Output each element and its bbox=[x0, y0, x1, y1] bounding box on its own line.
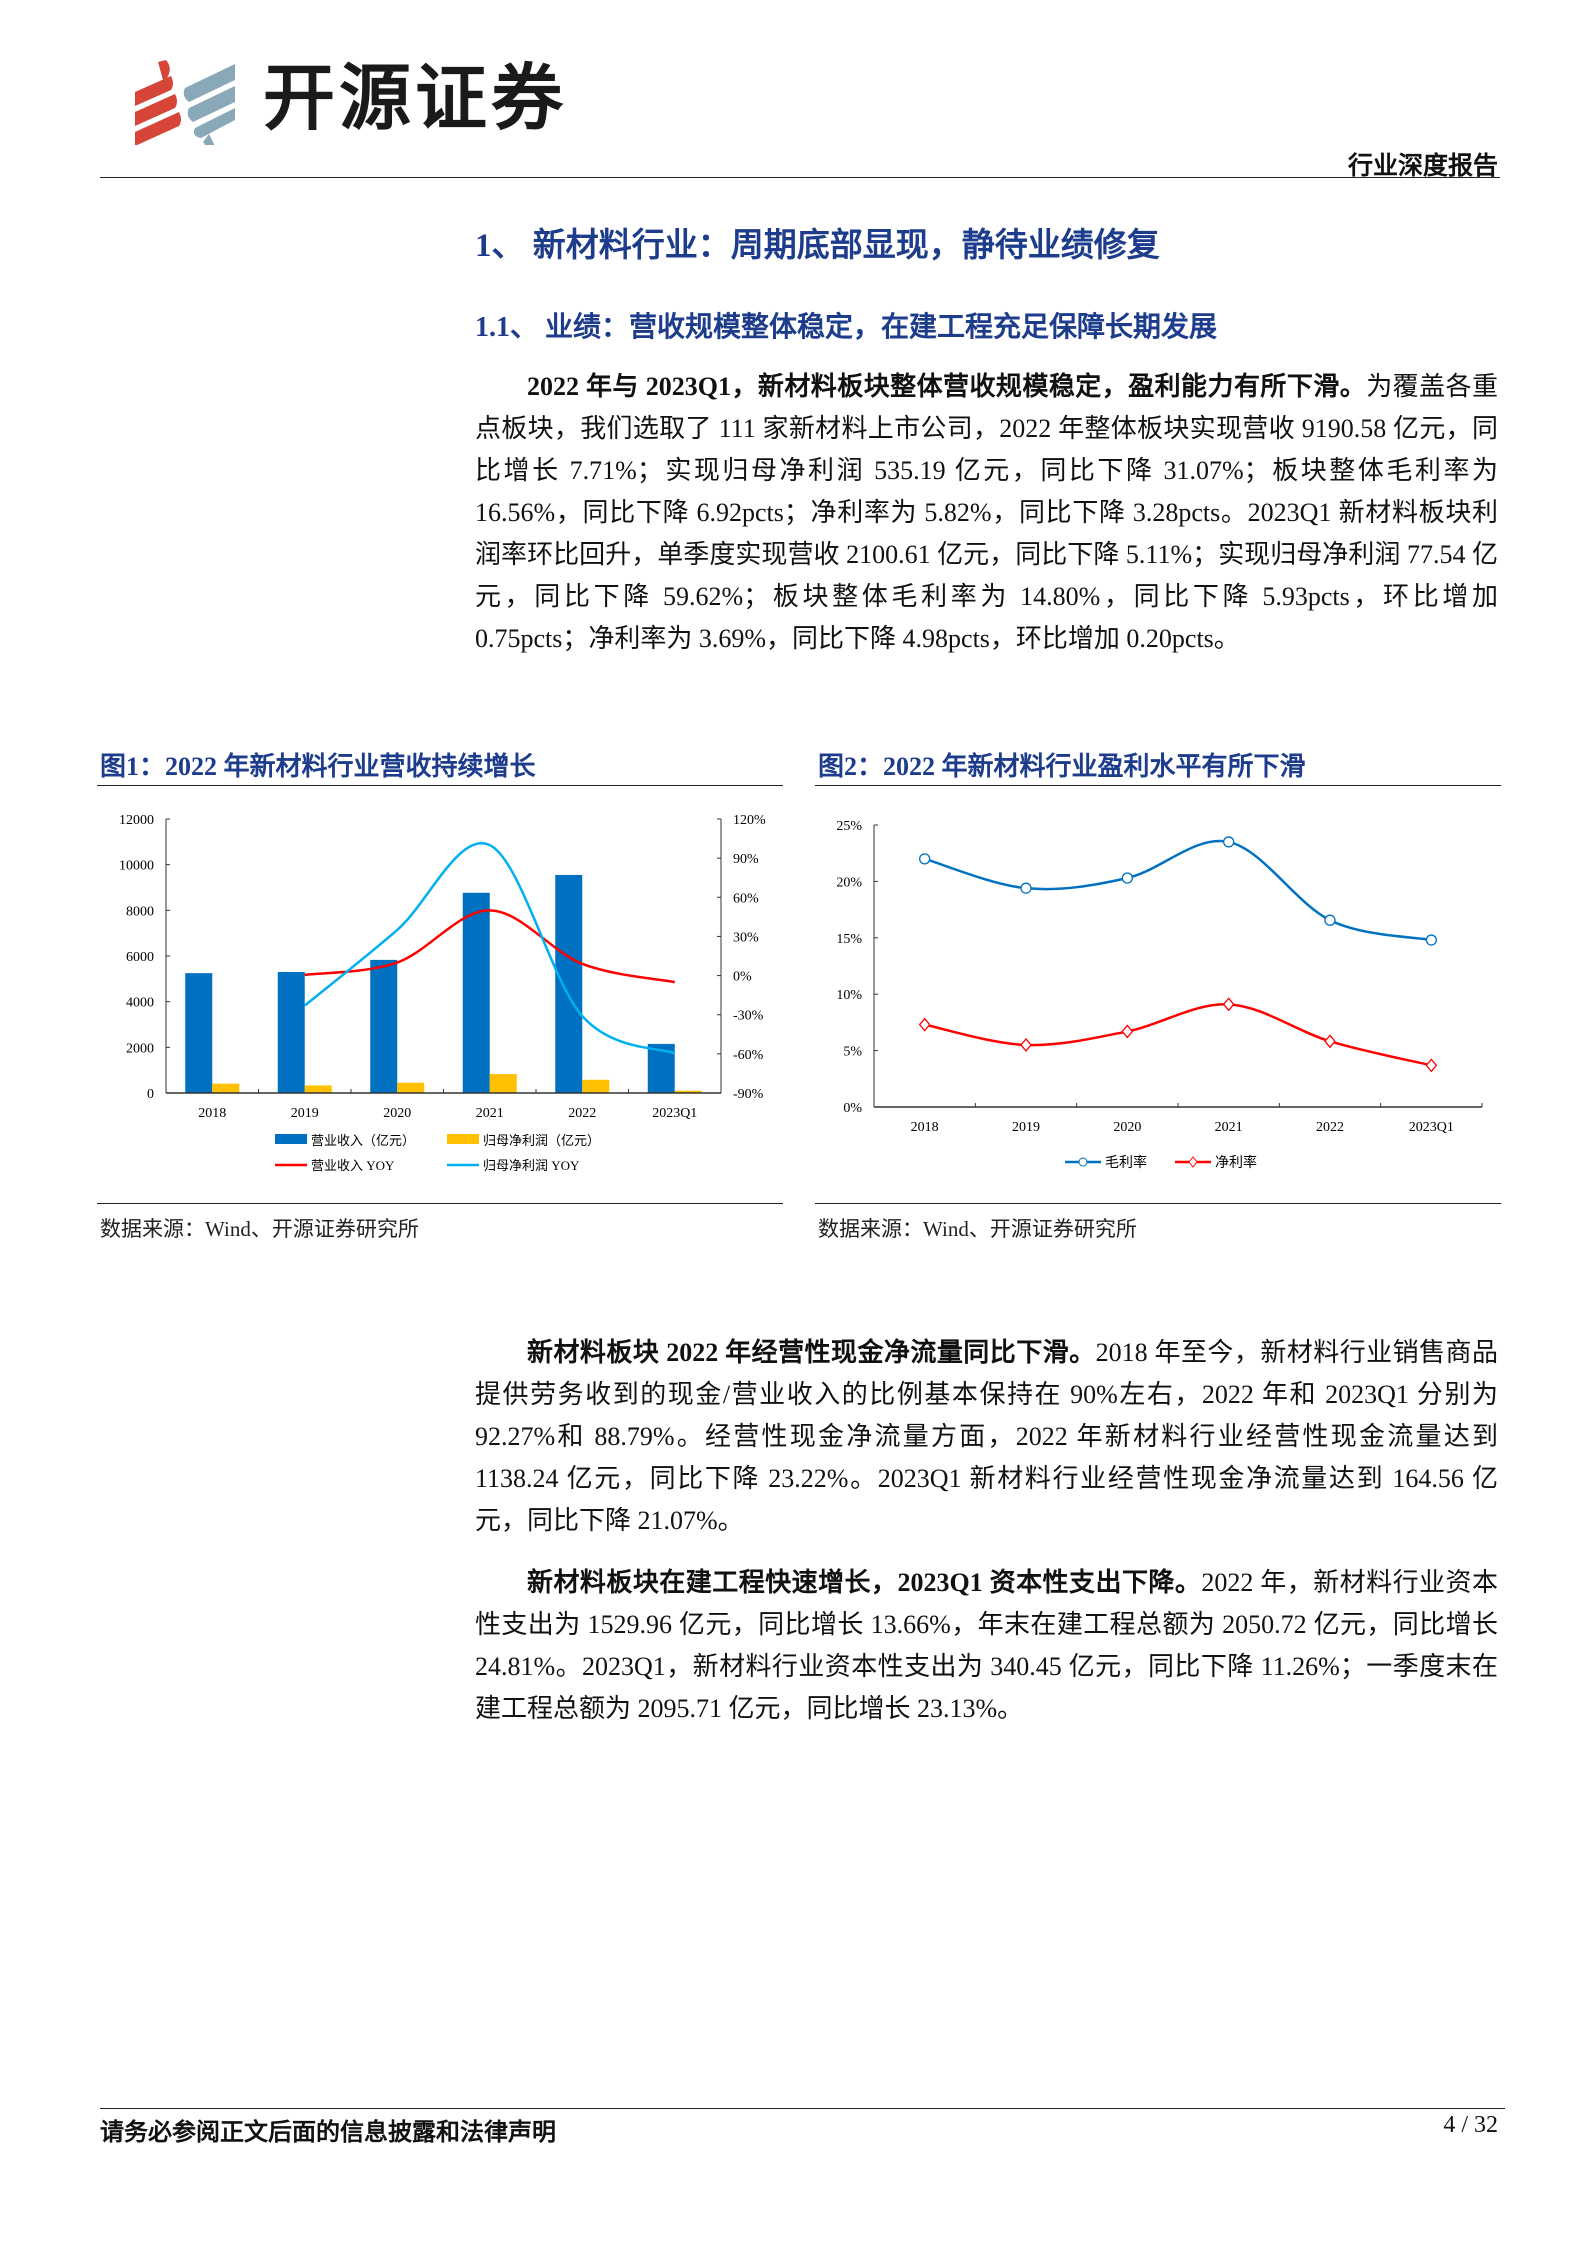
left-tick-label: 6000 bbox=[126, 950, 154, 965]
right-tick-label: 30% bbox=[733, 930, 759, 945]
figure-2-bottom-rule bbox=[815, 1203, 1501, 1204]
gross-margin-point bbox=[1425, 934, 1437, 946]
paragraph-lead: 2022 年与 2023Q1，新材料板块整体营收规模稳定，盈利能力有所下滑。 bbox=[527, 372, 1367, 401]
net-profit-bar bbox=[674, 1090, 702, 1093]
legend-label: 归母净利润 YOY bbox=[483, 1158, 580, 1173]
left-tick-label: 2000 bbox=[126, 1041, 154, 1056]
paragraph-body: 2018 年至今，新材料行业销售商品提供劳务收到的现金/营业收入的比例基本保持在… bbox=[475, 1338, 1498, 1535]
report-type: 行业深度报告 bbox=[1347, 153, 1498, 180]
footer-disclaimer: 请务必参阅正文后面的信息披露和法律声明 bbox=[100, 2120, 556, 2146]
figure-1-title: 图1：2022 年新材料行业营收持续增长 bbox=[100, 752, 536, 781]
x-tick-label: 2019 bbox=[291, 1106, 319, 1121]
right-tick-label: 90% bbox=[733, 852, 759, 867]
paragraph-cashflow: 新材料板块 2022 年经营性现金净流量同比下滑。2018 年至今，新材料行业销… bbox=[475, 1332, 1498, 1542]
net-margin-point bbox=[1121, 1024, 1134, 1039]
x-tick-label: 2023Q1 bbox=[1409, 1120, 1454, 1135]
x-tick-label: 2023Q1 bbox=[652, 1106, 697, 1121]
y-tick-label: 25% bbox=[836, 819, 862, 834]
x-tick-label: 2020 bbox=[1113, 1120, 1141, 1135]
figure-1-top-rule bbox=[97, 785, 783, 786]
left-tick-label: 0 bbox=[147, 1087, 154, 1102]
net-margin-point bbox=[1425, 1058, 1438, 1073]
margin-chart: 0% 5% 10% 15% 20% 25% 2018 2019 2020 2021 2022 2023… bbox=[836, 819, 1483, 1171]
section-title: 1、 新材料行业：周期底部显现，静待业绩修复 bbox=[475, 228, 1160, 264]
figure-1-source: 数据来源：Wind、开源证券研究所 bbox=[100, 1217, 419, 1241]
revenue-yoy-line bbox=[304, 909, 675, 984]
net-margin-point bbox=[1222, 997, 1235, 1012]
paragraph-lead: 新材料板块在建工程快速增长，2023Q1 资本性支出下降。 bbox=[527, 1568, 1202, 1597]
revenue-bar bbox=[555, 874, 583, 1093]
figure-2-top-rule bbox=[815, 785, 1501, 786]
revenue-profit-chart: 0 2000 4000 6000 8000 10000 12000 -90% -60% -30% 0… bbox=[119, 813, 766, 1173]
y-tick-label: 15% bbox=[836, 932, 862, 947]
right-tick-label: -90% bbox=[733, 1087, 764, 1102]
brand-name: 开源证券 bbox=[263, 56, 568, 140]
footer-divider bbox=[100, 2108, 1505, 2109]
revenue-bar bbox=[462, 892, 490, 1093]
legend-marker bbox=[1188, 1156, 1198, 1168]
figure-1-bottom-rule bbox=[97, 1203, 783, 1204]
legend-swatch bbox=[447, 1134, 479, 1144]
y-tick-label: 5% bbox=[843, 1045, 862, 1060]
page-number: 4 / 32 bbox=[1443, 2112, 1498, 2138]
net-profit-bar bbox=[212, 1083, 240, 1093]
legend-label: 营业收入 YOY bbox=[311, 1158, 395, 1173]
right-tick-label: -30% bbox=[733, 1009, 764, 1024]
left-tick-label: 10000 bbox=[119, 859, 154, 874]
net-profit-bar bbox=[397, 1082, 425, 1093]
y-tick-label: 0% bbox=[843, 1101, 862, 1116]
paragraph-body: 2022 年，新材料行业资本性支出为 1529.96 亿元，同比增长 13.66… bbox=[475, 1568, 1498, 1723]
legend-label: 净利率 bbox=[1215, 1154, 1257, 1171]
legend-label: 归母净利润（亿元） bbox=[483, 1133, 600, 1148]
legend-label: 营业收入（亿元） bbox=[311, 1133, 415, 1148]
header-divider bbox=[100, 177, 1500, 178]
legend-swatch bbox=[275, 1134, 307, 1144]
paragraph-performance: 2022 年与 2023Q1，新材料板块整体营收规模稳定，盈利能力有所下滑。为覆… bbox=[475, 366, 1498, 660]
legend-marker bbox=[1078, 1157, 1088, 1167]
paragraph-capex: 新材料板块在建工程快速增长，2023Q1 资本性支出下降。2022 年，新材料行… bbox=[475, 1562, 1498, 1730]
net-profit-yoy-line bbox=[303, 842, 676, 1055]
x-tick-label: 2021 bbox=[1215, 1120, 1243, 1135]
right-tick-label: 0% bbox=[733, 970, 752, 985]
paragraph-body: 为覆盖各重点板块，我们选取了 111 家新材料上市公司，2022 年整体板块实现… bbox=[475, 372, 1498, 653]
logo-mark-icon bbox=[135, 60, 235, 148]
paragraph-lead: 新材料板块 2022 年经营性现金净流量同比下滑。 bbox=[527, 1338, 1096, 1367]
left-tick-label: 8000 bbox=[126, 904, 154, 919]
x-tick-label: 2020 bbox=[383, 1106, 411, 1121]
legend-label: 毛利率 bbox=[1105, 1154, 1147, 1171]
net-margin-line bbox=[924, 1003, 1432, 1067]
gross-margin-line bbox=[924, 839, 1432, 942]
net-profit-bar bbox=[582, 1079, 610, 1093]
gross-margin-point bbox=[1020, 882, 1032, 894]
left-tick-label: 12000 bbox=[119, 813, 154, 828]
right-tick-label: -60% bbox=[733, 1048, 764, 1063]
y-tick-label: 20% bbox=[836, 875, 862, 890]
figure-2-title: 图2：2022 年新材料行业盈利水平有所下滑 bbox=[818, 752, 1306, 781]
x-tick-label: 2018 bbox=[911, 1120, 939, 1135]
net-margin-point bbox=[1020, 1037, 1032, 1052]
x-tick-label: 2021 bbox=[476, 1106, 504, 1121]
left-tick-label: 4000 bbox=[126, 996, 154, 1011]
y-tick-label: 10% bbox=[836, 988, 862, 1003]
section-subtitle: 1.1、 业绩：营收规模整体稳定，在建工程充足保障长期发展 bbox=[475, 312, 1218, 343]
net-margin-point bbox=[918, 1017, 931, 1032]
net-profit-bar bbox=[304, 1085, 332, 1093]
gross-margin-point bbox=[919, 853, 931, 865]
net-margin-point bbox=[1324, 1034, 1336, 1049]
gross-margin-point bbox=[1121, 872, 1133, 884]
x-tick-label: 2022 bbox=[1316, 1120, 1344, 1135]
revenue-bar bbox=[185, 973, 213, 1093]
gross-margin-point bbox=[1223, 836, 1235, 848]
x-tick-label: 2019 bbox=[1012, 1120, 1040, 1135]
right-tick-label: 120% bbox=[733, 813, 766, 828]
right-tick-label: 60% bbox=[733, 891, 759, 906]
figure-2-source: 数据来源：Wind、开源证券研究所 bbox=[818, 1217, 1137, 1241]
x-tick-label: 2022 bbox=[568, 1106, 596, 1121]
x-tick-label: 2018 bbox=[198, 1106, 226, 1121]
revenue-bar bbox=[277, 971, 305, 1093]
gross-margin-point bbox=[1324, 914, 1336, 926]
revenue-bar bbox=[370, 959, 398, 1093]
net-profit-bar bbox=[489, 1074, 517, 1093]
brand-logo: 开源证券 bbox=[133, 50, 593, 148]
